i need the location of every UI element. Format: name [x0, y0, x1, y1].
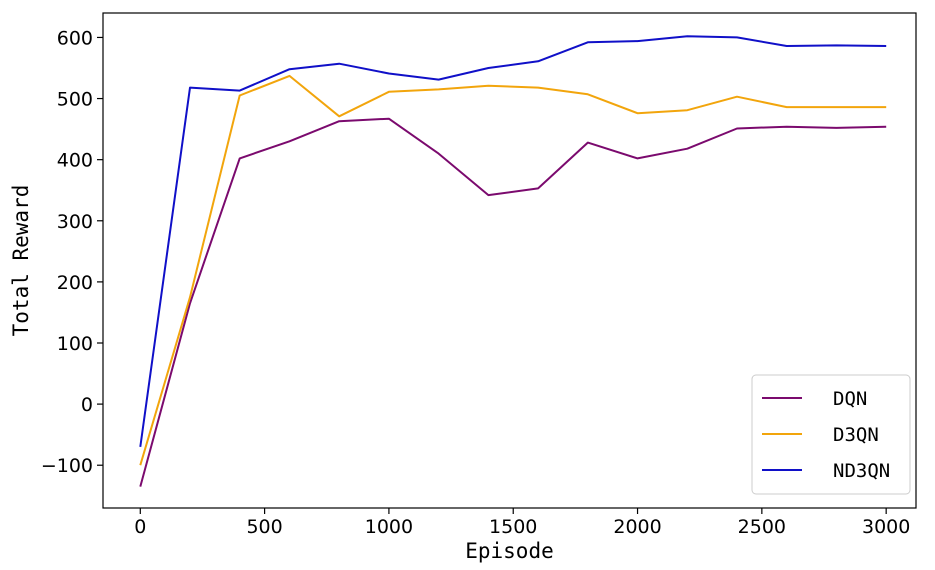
legend-label: D3QN — [833, 424, 879, 446]
x-tick-label: 500 — [246, 516, 282, 538]
series-layer — [139, 35, 887, 487]
x-tick-label: 0 — [134, 516, 146, 538]
y-tick-label: 300 — [57, 211, 93, 233]
x-tick-label: 1000 — [365, 516, 413, 538]
series-line-nd3qn — [139, 35, 887, 448]
x-axis: 0 500 1000 1500 2000 2500 3000 — [134, 508, 910, 538]
y-tick-label: 0 — [81, 394, 93, 416]
legend-label: ND3QN — [833, 460, 890, 482]
y-axis-label: Total Reward — [9, 185, 33, 337]
x-axis-label: Episode — [465, 539, 554, 563]
series-line-d3qn — [139, 74, 887, 466]
legend-box — [751, 374, 911, 495]
x-tick-label: 2500 — [738, 516, 786, 538]
legend: DQN D3QN ND3QN — [751, 374, 911, 495]
x-tick-label: 2000 — [613, 516, 661, 538]
y-tick-label: 500 — [57, 89, 93, 111]
x-tick-label: 1500 — [489, 516, 537, 538]
y-tick-label: 200 — [57, 272, 93, 294]
y-tick-label: 400 — [57, 150, 93, 172]
y-tick-label: 600 — [57, 27, 93, 49]
plot-area-frame — [102, 12, 917, 509]
y-tick-label: −100 — [41, 455, 93, 477]
x-tick-label: 3000 — [862, 516, 910, 538]
y-axis: −100 0 100 200 300 400 500 600 — [41, 27, 103, 477]
legend-label: DQN — [833, 388, 867, 410]
series-line-dqn — [139, 117, 887, 487]
y-tick-label: 100 — [57, 333, 93, 355]
